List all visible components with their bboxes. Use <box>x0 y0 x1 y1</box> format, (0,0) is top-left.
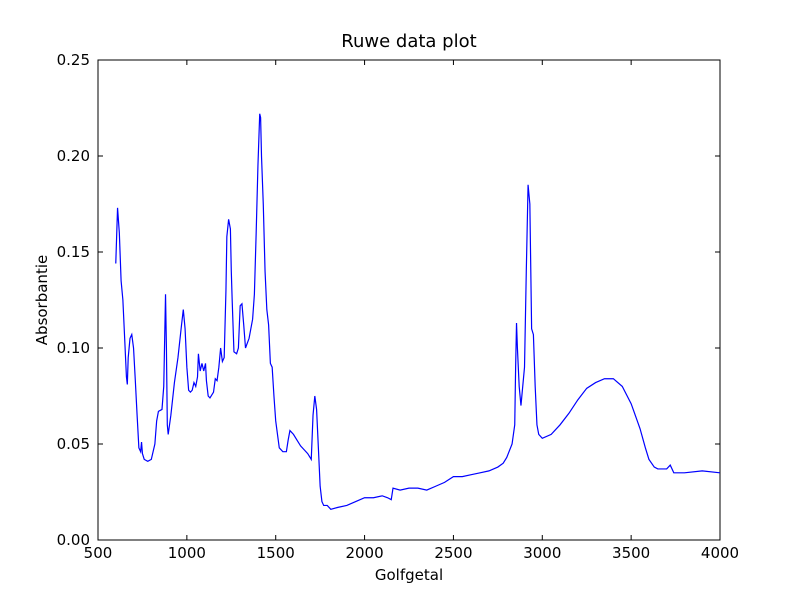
x-tick-label: 2500 <box>434 544 472 562</box>
y-tick-label: 0.20 <box>57 147 90 165</box>
x-tick-label: 1500 <box>257 544 295 562</box>
x-tick-label: 3000 <box>523 544 561 562</box>
x-tick-label: 3500 <box>612 544 650 562</box>
plot-frame <box>97 59 721 541</box>
y-tick-label: 0.25 <box>57 51 90 69</box>
x-tick-label: 500 <box>84 544 113 562</box>
y-axis-label: Absorbantie <box>33 255 51 345</box>
y-tick-label: 0.00 <box>57 531 90 549</box>
x-axis-label: Golfgetal <box>375 566 443 584</box>
chart-title: Ruwe data plot <box>341 31 476 52</box>
x-tick-label: 1000 <box>168 544 206 562</box>
x-tick-label: 2000 <box>345 544 383 562</box>
y-tick-label: 0.05 <box>57 435 90 453</box>
x-tick-label: 4000 <box>701 544 739 562</box>
y-tick-label: 0.15 <box>57 243 90 261</box>
y-tick-label: 0.10 <box>57 339 90 357</box>
data-line <box>115 113 721 510</box>
